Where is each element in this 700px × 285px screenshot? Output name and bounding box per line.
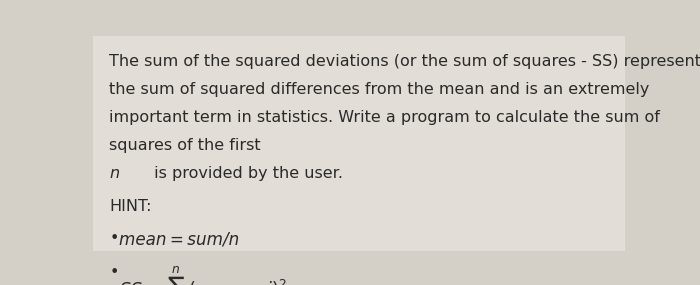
Text: •: • — [109, 231, 118, 246]
Text: •: • — [109, 264, 118, 280]
Text: mean = sum/n: mean = sum/n — [119, 231, 239, 249]
Text: n: n — [109, 166, 119, 181]
FancyBboxPatch shape — [93, 36, 624, 251]
Text: squares of the first: squares of the first — [109, 138, 266, 153]
Text: HINT:: HINT: — [109, 199, 152, 214]
Text: important term in statistics. Write a program to calculate the sum of: important term in statistics. Write a pr… — [109, 110, 660, 125]
Text: is provided by the user.: is provided by the user. — [148, 166, 342, 181]
Text: the sum of squared differences from the mean and is an extremely: the sum of squared differences from the … — [109, 82, 650, 97]
Text: $\mathit{SS} = \sum_{i=1}^{n}(\mathit{mean} - \mathit{i})^2$: $\mathit{SS} = \sum_{i=1}^{n}(\mathit{me… — [119, 264, 287, 285]
Text: The sum of the squared deviations (or the sum of squares - SS) represents: The sum of the squared deviations (or th… — [109, 54, 700, 69]
